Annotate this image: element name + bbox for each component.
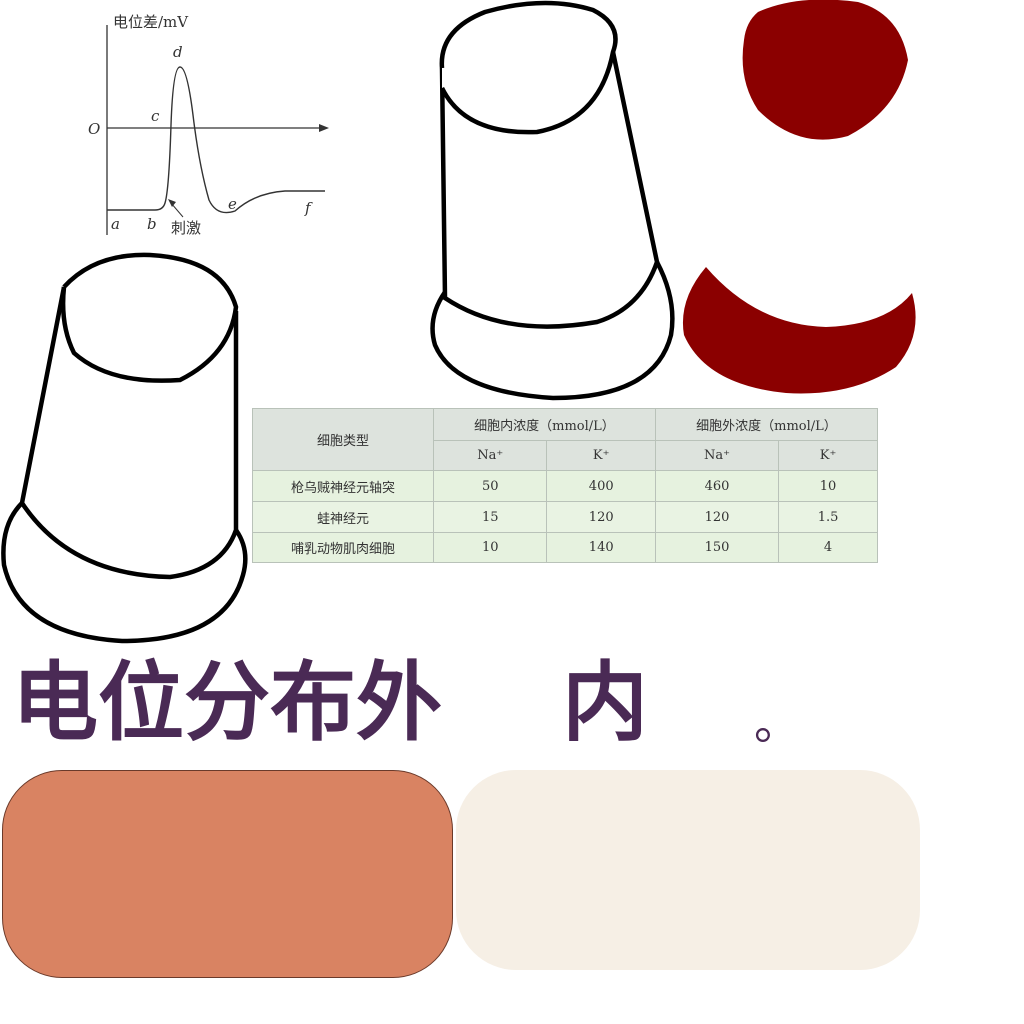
cup-top-left bbox=[60, 252, 239, 383]
point-label-f: f bbox=[304, 199, 313, 217]
header-outside-concentration: 细胞外浓度（mmol/L） bbox=[654, 408, 879, 441]
cell-na-inside: 50 bbox=[432, 470, 548, 502]
orange-rounded-box bbox=[2, 770, 453, 978]
x-axis-arrow bbox=[319, 124, 329, 132]
cell-k-inside: 400 bbox=[546, 470, 656, 502]
cell-k-inside: 140 bbox=[546, 532, 656, 563]
header-inside-concentration: 细胞内浓度（mmol/L） bbox=[433, 408, 656, 441]
table-row: 蛙神经元 15 120 120 1.5 bbox=[252, 501, 878, 533]
action-potential-graph: 电位差/mV O a b c d e f 刺激 bbox=[88, 13, 329, 237]
cell-type: 蛙神经元 bbox=[252, 501, 434, 533]
table-row: 哺乳动物肌肉细胞 10 140 150 4 bbox=[252, 532, 878, 563]
cell-na-inside: 15 bbox=[432, 501, 548, 533]
cell-na-outside: 460 bbox=[654, 470, 780, 502]
point-label-d: d bbox=[173, 43, 183, 61]
y-axis-label: 电位差/mV bbox=[113, 13, 189, 31]
cup-top-right bbox=[439, 0, 618, 135]
cell-k-outside: 4 bbox=[778, 532, 878, 563]
stimulus-arrowhead bbox=[168, 199, 176, 207]
cell-k-outside: 1.5 bbox=[778, 501, 878, 533]
zero-label: O bbox=[88, 120, 100, 138]
cell-k-outside: 10 bbox=[778, 470, 878, 502]
cream-rounded-box bbox=[456, 770, 920, 970]
point-label-e: e bbox=[228, 195, 237, 213]
ion-concentration-table: 细胞类型 细胞内浓度（mmol/L） 细胞外浓度（mmol/L） Na⁺ K⁺ … bbox=[252, 408, 879, 563]
point-label-b: b bbox=[147, 215, 157, 233]
subheader-k-outside: K⁺ bbox=[778, 440, 878, 471]
caption-part1: 电位分布外 bbox=[12, 653, 442, 753]
caption-period: 。 bbox=[754, 696, 800, 750]
cell-type: 枪乌贼神经元轴突 bbox=[252, 470, 434, 502]
cell-type: 哺乳动物肌肉细胞 bbox=[252, 532, 434, 563]
cell-na-outside: 150 bbox=[654, 532, 780, 563]
cell-k-inside: 120 bbox=[546, 501, 656, 533]
subheader-na-outside: Na⁺ bbox=[654, 440, 780, 471]
dark-red-blob-top bbox=[742, 0, 908, 140]
caption-part2: 内 bbox=[562, 653, 648, 753]
subheader-k-inside: K⁺ bbox=[546, 440, 656, 471]
header-cell-type: 细胞类型 bbox=[252, 408, 434, 471]
point-label-c: c bbox=[151, 107, 160, 125]
dark-red-crescent bbox=[682, 267, 916, 394]
cup-shape-right bbox=[430, 0, 675, 401]
cell-na-inside: 10 bbox=[432, 532, 548, 563]
point-label-a: a bbox=[111, 215, 120, 233]
subheader-na-inside: Na⁺ bbox=[432, 440, 548, 471]
potential-curve bbox=[107, 66, 325, 214]
cup-shape-left bbox=[1, 252, 248, 644]
stimulus-label: 刺激 bbox=[171, 219, 201, 237]
cell-na-outside: 120 bbox=[654, 501, 780, 533]
table-row: 枪乌贼神经元轴突 50 400 460 10 bbox=[252, 470, 878, 502]
